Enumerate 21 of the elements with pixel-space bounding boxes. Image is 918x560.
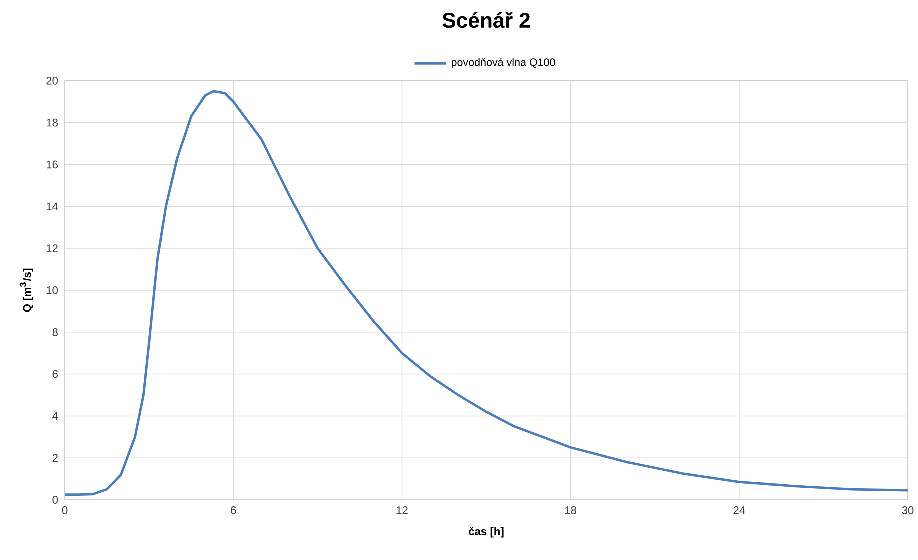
chart-title: Scénář 2: [442, 12, 530, 28]
y-tick-label: 10: [46, 286, 58, 294]
y-axis-title: Q [m$^{3}$/s]: [20, 268, 34, 312]
y-tick-label: 2: [52, 454, 58, 462]
x-tick-label: 24: [734, 506, 746, 514]
y-tick-label: 0: [52, 496, 58, 504]
y-tick-label: 14: [46, 202, 58, 210]
legend-label: povodňová vlna Q100: [452, 58, 556, 68]
y-tick-label: 12: [46, 244, 58, 252]
x-tick-label: 6: [231, 506, 236, 514]
y-tick-label: 6: [52, 370, 58, 378]
x-tick-label: 30: [902, 506, 914, 514]
y-tick-label: 18: [46, 118, 58, 127]
y-tick-label: 20: [46, 76, 58, 85]
x-tick-label: 18: [565, 506, 576, 514]
x-axis-title: čas [h]: [469, 527, 504, 538]
y-tick-label: 8: [52, 328, 58, 336]
y-tick-label: 4: [52, 412, 58, 420]
x-tick-label: 0: [62, 506, 68, 514]
x-tick-label: 12: [396, 506, 408, 514]
y-tick-label: 16: [46, 160, 58, 169]
